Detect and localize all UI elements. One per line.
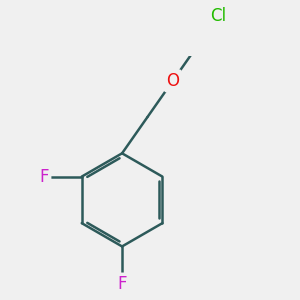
Text: F: F bbox=[117, 275, 127, 293]
Text: Cl: Cl bbox=[210, 7, 226, 25]
Text: O: O bbox=[166, 72, 179, 90]
Text: F: F bbox=[39, 168, 49, 186]
